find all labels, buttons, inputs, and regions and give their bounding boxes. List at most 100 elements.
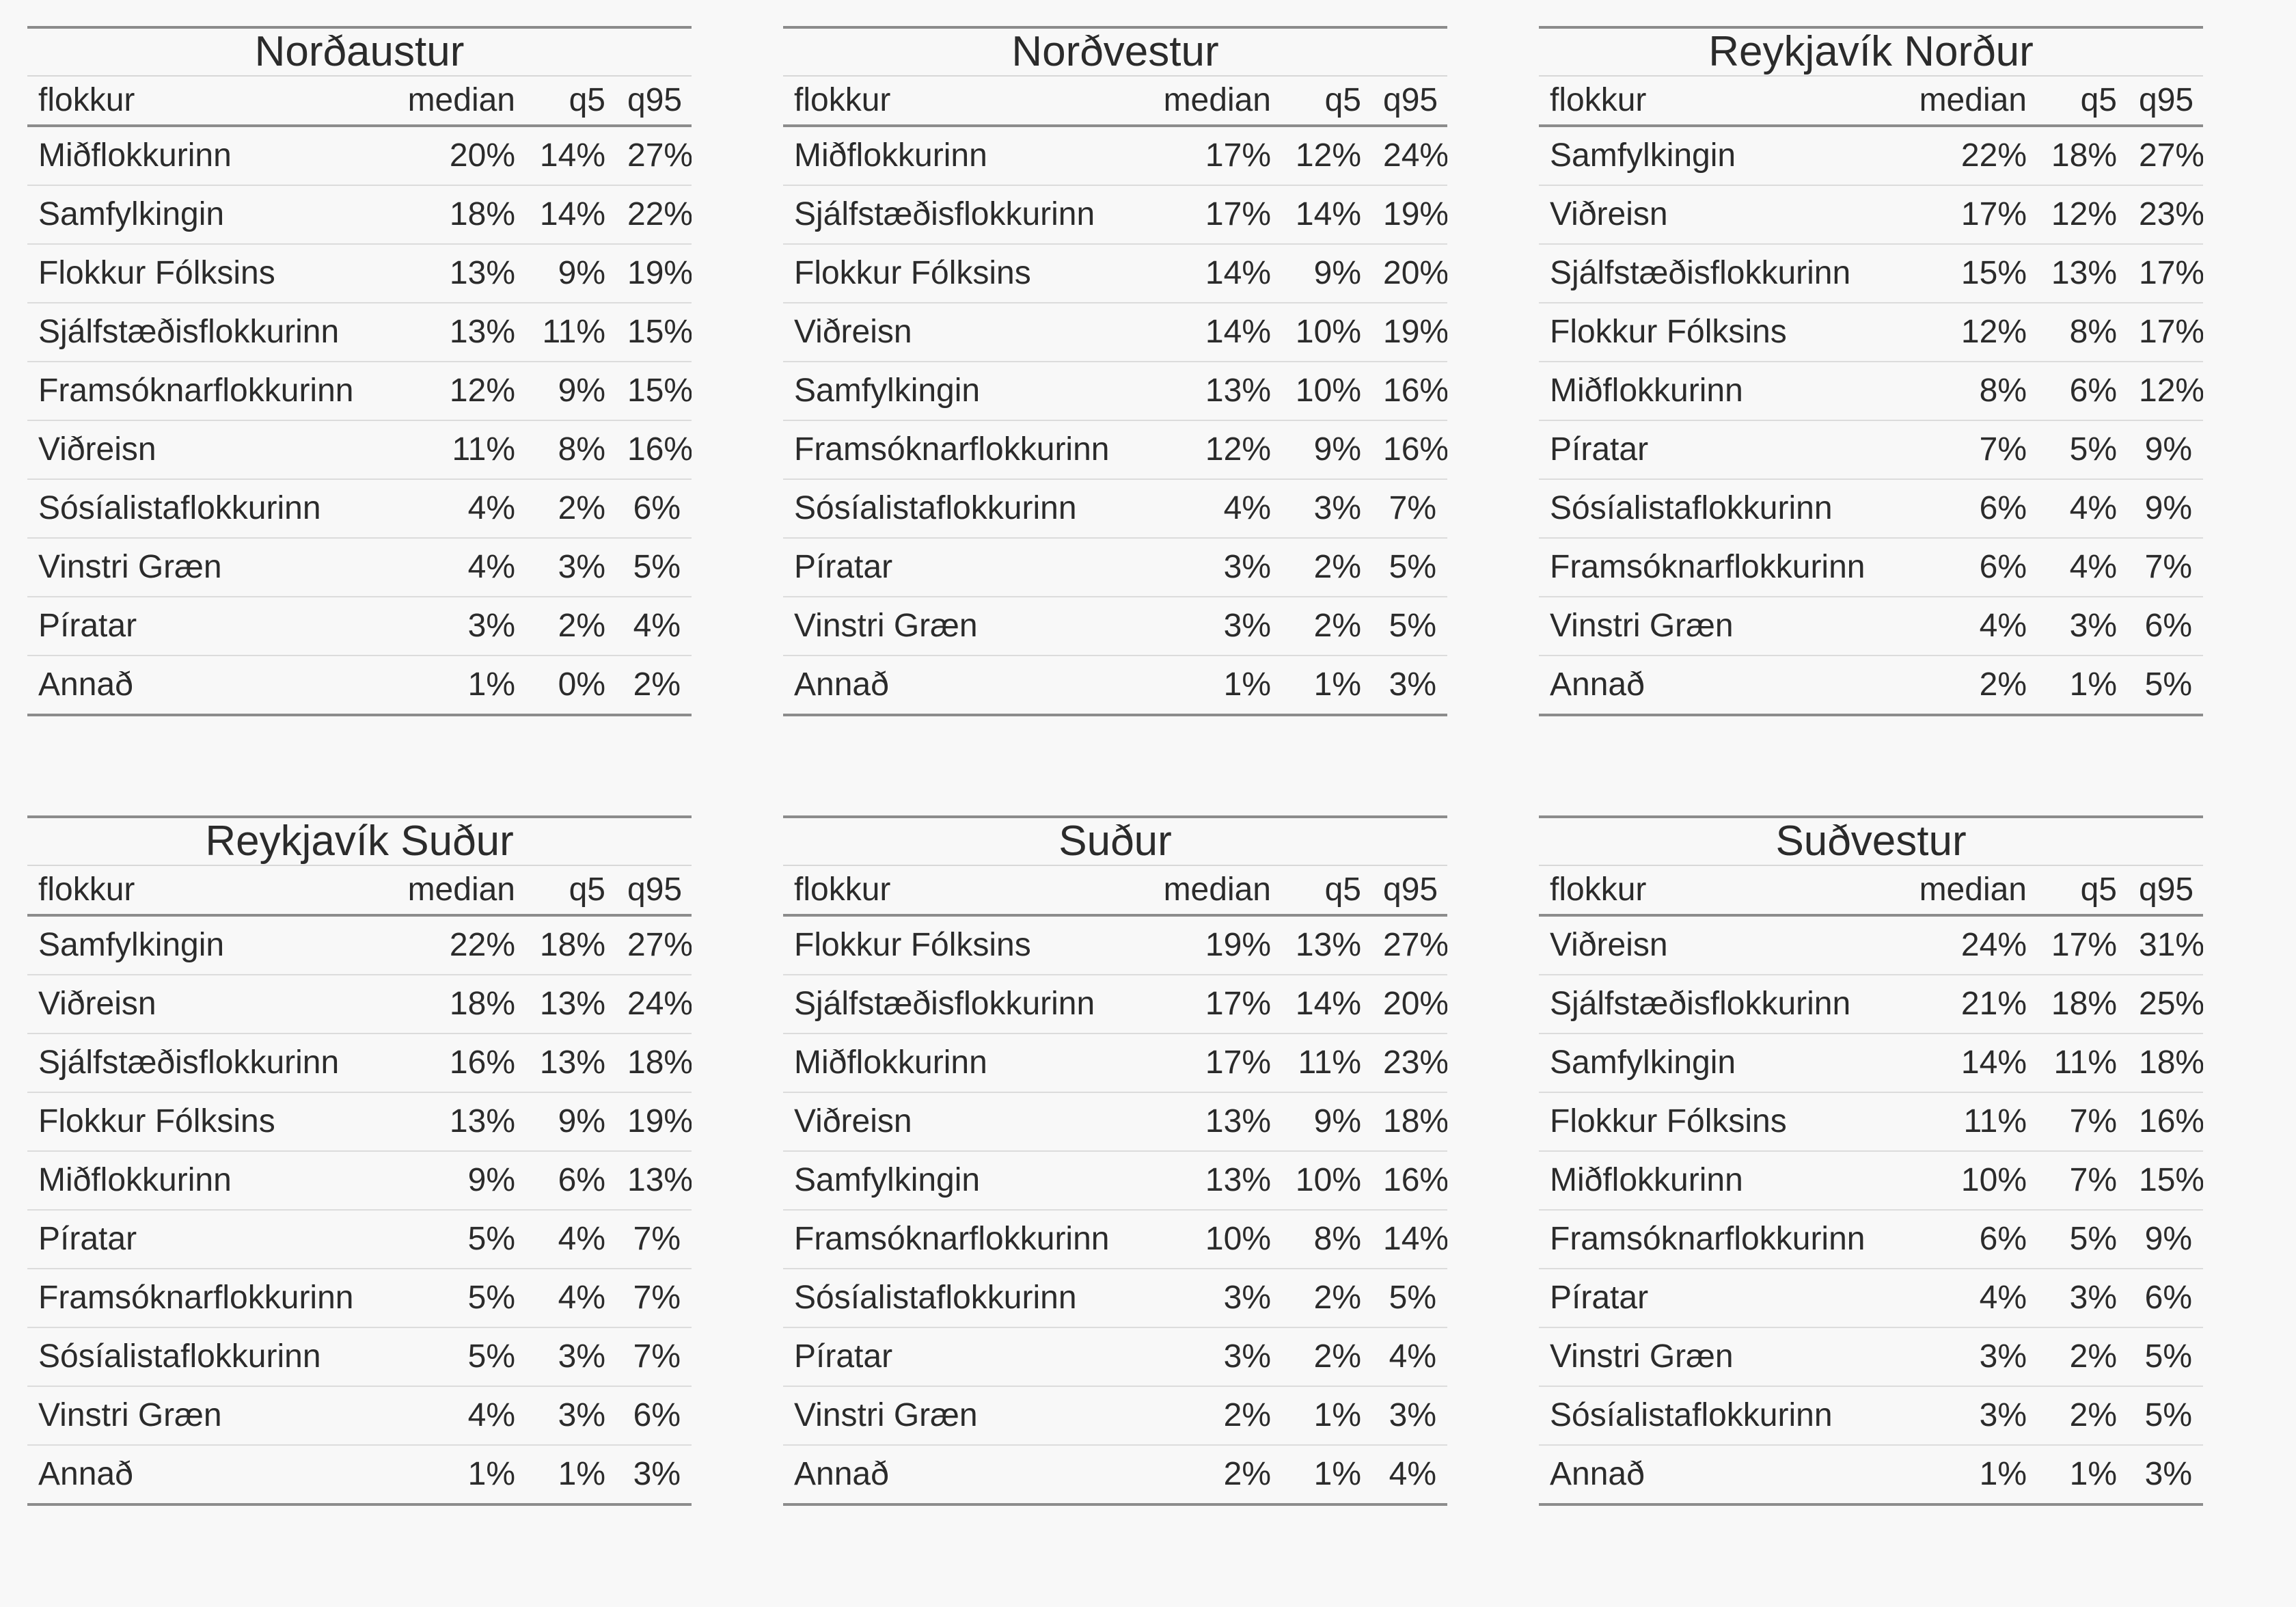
party-name-cell: Vinstri Græn bbox=[27, 538, 376, 597]
value-cell-q5: 17% bbox=[2038, 915, 2128, 975]
value-cell-q95: 27% bbox=[616, 915, 692, 975]
value-cell-q95: 20% bbox=[1372, 975, 1448, 1034]
value-cell-q95: 6% bbox=[616, 479, 692, 539]
value-cell-q5: 2% bbox=[1282, 597, 1372, 656]
table-row: Viðreisn 14% 10% 19% bbox=[783, 303, 1448, 362]
table-panel-reykjavik-nordur: Reykjavík Norður flokkur median q5 q95 Samfyl… bbox=[1539, 26, 2204, 716]
column-header-row: flokkur median q5 q95 bbox=[783, 865, 1448, 917]
value-cell-median: 17% bbox=[1887, 185, 2038, 245]
table-row: Miðflokkurinn 17% 12% 24% bbox=[783, 126, 1448, 186]
value-cell-q95: 19% bbox=[1372, 185, 1448, 245]
value-cell-q95: 18% bbox=[2128, 1034, 2204, 1093]
party-name-cell: Sjálfstæðisflokkurinn bbox=[27, 303, 376, 362]
value-cell-q95: 5% bbox=[2128, 656, 2204, 716]
table-row: Miðflokkurinn 9% 6% 13% bbox=[27, 1151, 692, 1211]
value-cell-median: 13% bbox=[1132, 1092, 1282, 1152]
party-name-cell: Miðflokkurinn bbox=[27, 1151, 376, 1211]
party-name-cell: Framsóknarflokkurinn bbox=[27, 1269, 376, 1328]
value-cell-q5: 6% bbox=[2038, 362, 2128, 421]
value-cell-q5: 3% bbox=[2038, 1269, 2128, 1328]
value-cell-q95: 9% bbox=[2128, 1210, 2204, 1269]
value-cell-q95: 6% bbox=[2128, 1269, 2204, 1328]
party-name-cell: Píratar bbox=[1539, 1269, 1887, 1328]
value-cell-q95: 20% bbox=[1372, 244, 1448, 303]
column-header-row: flokkur median q5 q95 bbox=[1539, 76, 2204, 127]
table-row: Sósíalistaflokkurinn 4% 2% 6% bbox=[27, 479, 692, 539]
value-cell-q95: 7% bbox=[616, 1210, 692, 1269]
value-cell-median: 2% bbox=[1132, 1445, 1282, 1506]
party-name-cell: Flokkur Fólksins bbox=[1539, 303, 1887, 362]
value-cell-q95: 17% bbox=[2128, 303, 2204, 362]
value-cell-q5: 18% bbox=[526, 915, 616, 975]
value-cell-median: 13% bbox=[1132, 1151, 1282, 1211]
table-row: Framsóknarflokkurinn 10% 8% 14% bbox=[783, 1210, 1448, 1269]
value-cell-q95: 5% bbox=[1372, 538, 1448, 597]
value-cell-median: 17% bbox=[1132, 126, 1282, 186]
value-cell-q5: 9% bbox=[526, 244, 616, 303]
value-cell-q95: 18% bbox=[616, 1034, 692, 1093]
table-row: Sjálfstæðisflokkurinn 15% 13% 17% bbox=[1539, 244, 2204, 303]
value-cell-median: 3% bbox=[1887, 1327, 2038, 1387]
value-cell-q95: 16% bbox=[1372, 362, 1448, 421]
table-row: Flokkur Fólksins 12% 8% 17% bbox=[1539, 303, 2204, 362]
table-panel-sudur: Suður flokkur median q5 q95 Flokkur Fólksins 1… bbox=[783, 815, 1448, 1506]
value-cell-q5: 18% bbox=[2038, 975, 2128, 1034]
value-cell-median: 4% bbox=[1132, 479, 1282, 539]
value-cell-q95: 7% bbox=[1372, 479, 1448, 539]
value-cell-median: 15% bbox=[1887, 244, 2038, 303]
column-header-median: median bbox=[1132, 76, 1282, 127]
value-cell-median: 12% bbox=[376, 362, 526, 421]
party-name-cell: Framsóknarflokkurinn bbox=[1539, 1210, 1887, 1269]
value-cell-median: 5% bbox=[376, 1210, 526, 1269]
party-name-cell: Viðreisn bbox=[783, 1092, 1132, 1152]
party-name-cell: Sjálfstæðisflokkurinn bbox=[783, 185, 1132, 245]
value-cell-median: 13% bbox=[376, 1092, 526, 1152]
value-cell-median: 18% bbox=[376, 975, 526, 1034]
column-header-q95: q95 bbox=[616, 76, 692, 127]
party-name-cell: Viðreisn bbox=[1539, 915, 1887, 975]
table-row: Flokkur Fólksins 19% 13% 27% bbox=[783, 915, 1448, 975]
party-name-cell: Píratar bbox=[27, 1210, 376, 1269]
value-cell-q95: 4% bbox=[1372, 1327, 1448, 1387]
value-cell-q95: 3% bbox=[1372, 656, 1448, 716]
value-cell-q5: 3% bbox=[526, 1327, 616, 1387]
value-cell-q5: 9% bbox=[1282, 420, 1372, 480]
value-cell-median: 13% bbox=[1132, 362, 1282, 421]
value-cell-q5: 2% bbox=[2038, 1386, 2128, 1446]
value-cell-median: 3% bbox=[376, 597, 526, 656]
party-name-cell: Framsóknarflokkurinn bbox=[783, 420, 1132, 480]
party-name-cell: Sósíalistaflokkurinn bbox=[783, 1269, 1132, 1328]
party-name-cell: Sósíalistaflokkurinn bbox=[27, 479, 376, 539]
party-name-cell: Flokkur Fólksins bbox=[27, 1092, 376, 1152]
value-cell-median: 17% bbox=[1132, 1034, 1282, 1093]
value-cell-median: 6% bbox=[1887, 479, 2038, 539]
party-name-cell: Sjálfstæðisflokkurinn bbox=[783, 975, 1132, 1034]
value-cell-median: 4% bbox=[1887, 1269, 2038, 1328]
value-cell-q5: 14% bbox=[526, 185, 616, 245]
column-header-q5: q5 bbox=[526, 76, 616, 127]
value-cell-q5: 8% bbox=[2038, 303, 2128, 362]
value-cell-median: 4% bbox=[1887, 597, 2038, 656]
value-cell-q95: 12% bbox=[2128, 362, 2204, 421]
value-cell-q95: 5% bbox=[616, 538, 692, 597]
column-header-q5: q5 bbox=[2038, 865, 2128, 917]
table-row: Sósíalistaflokkurinn 6% 4% 9% bbox=[1539, 479, 2204, 539]
results-table: Norðaustur flokkur median q5 q95 Miðflokkurin… bbox=[27, 26, 692, 716]
party-name-cell: Miðflokkurinn bbox=[783, 126, 1132, 186]
value-cell-median: 4% bbox=[376, 479, 526, 539]
results-table: Suðvestur flokkur median q5 q95 Viðreisn 24% 17… bbox=[1539, 815, 2204, 1506]
value-cell-q5: 4% bbox=[526, 1210, 616, 1269]
value-cell-q95: 24% bbox=[1372, 126, 1448, 186]
table-row: Vinstri Græn 3% 2% 5% bbox=[1539, 1327, 2204, 1387]
party-name-cell: Sjálfstæðisflokkurinn bbox=[1539, 975, 1887, 1034]
value-cell-q5: 1% bbox=[2038, 656, 2128, 716]
value-cell-q5: 9% bbox=[1282, 244, 1372, 303]
table-row: Viðreisn 18% 13% 24% bbox=[27, 975, 692, 1034]
column-header-q5: q5 bbox=[526, 865, 616, 917]
party-name-cell: Miðflokkurinn bbox=[27, 126, 376, 186]
value-cell-median: 3% bbox=[1132, 597, 1282, 656]
value-cell-median: 5% bbox=[376, 1327, 526, 1387]
value-cell-q95: 27% bbox=[1372, 915, 1448, 975]
table-title: Suður bbox=[783, 815, 1448, 866]
